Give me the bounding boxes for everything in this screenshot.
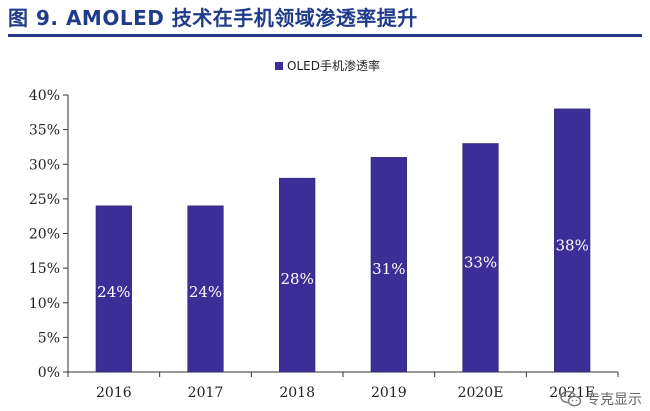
x-tick-label: 2018 xyxy=(279,385,315,401)
figure-title: 图 9. AMOLED 技术在手机领域渗透率提升 xyxy=(8,6,418,30)
x-tick-label: 2020E xyxy=(458,385,504,401)
y-tick-label: 30% xyxy=(29,157,60,173)
y-tick-label: 40% xyxy=(29,88,60,104)
y-tick-label: 5% xyxy=(38,330,60,346)
bar xyxy=(95,205,132,373)
y-tick-label: 0% xyxy=(38,365,60,381)
legend-swatch xyxy=(275,62,283,70)
wechat-icon xyxy=(560,390,582,407)
bar-value-label: 33% xyxy=(464,253,497,271)
x-tick-label: 2019 xyxy=(371,385,407,401)
bar xyxy=(187,205,224,373)
y-tick-label: 15% xyxy=(29,261,60,277)
y-tick-label: 35% xyxy=(29,123,60,139)
bar-value-label: 31% xyxy=(372,260,405,278)
bar xyxy=(370,157,407,373)
x-tick-label: 2017 xyxy=(188,385,224,401)
y-tick-label: 10% xyxy=(29,296,60,312)
bar-value-label: 24% xyxy=(189,283,222,301)
bar xyxy=(279,177,316,373)
watermark-text: 专克显示 xyxy=(586,392,642,408)
watermark: 专克显示 xyxy=(560,389,642,409)
bar-value-label: 28% xyxy=(280,270,313,288)
bar-value-label: 38% xyxy=(555,237,588,255)
bar xyxy=(554,108,591,373)
title-rule xyxy=(8,34,642,37)
x-tick-label: 2016 xyxy=(96,385,132,401)
bar xyxy=(462,143,499,373)
y-tick-label: 25% xyxy=(29,192,60,208)
y-tick-label: 20% xyxy=(29,227,60,243)
bar-value-label: 24% xyxy=(97,283,130,301)
legend-label: OLED手机渗透率 xyxy=(287,58,380,73)
